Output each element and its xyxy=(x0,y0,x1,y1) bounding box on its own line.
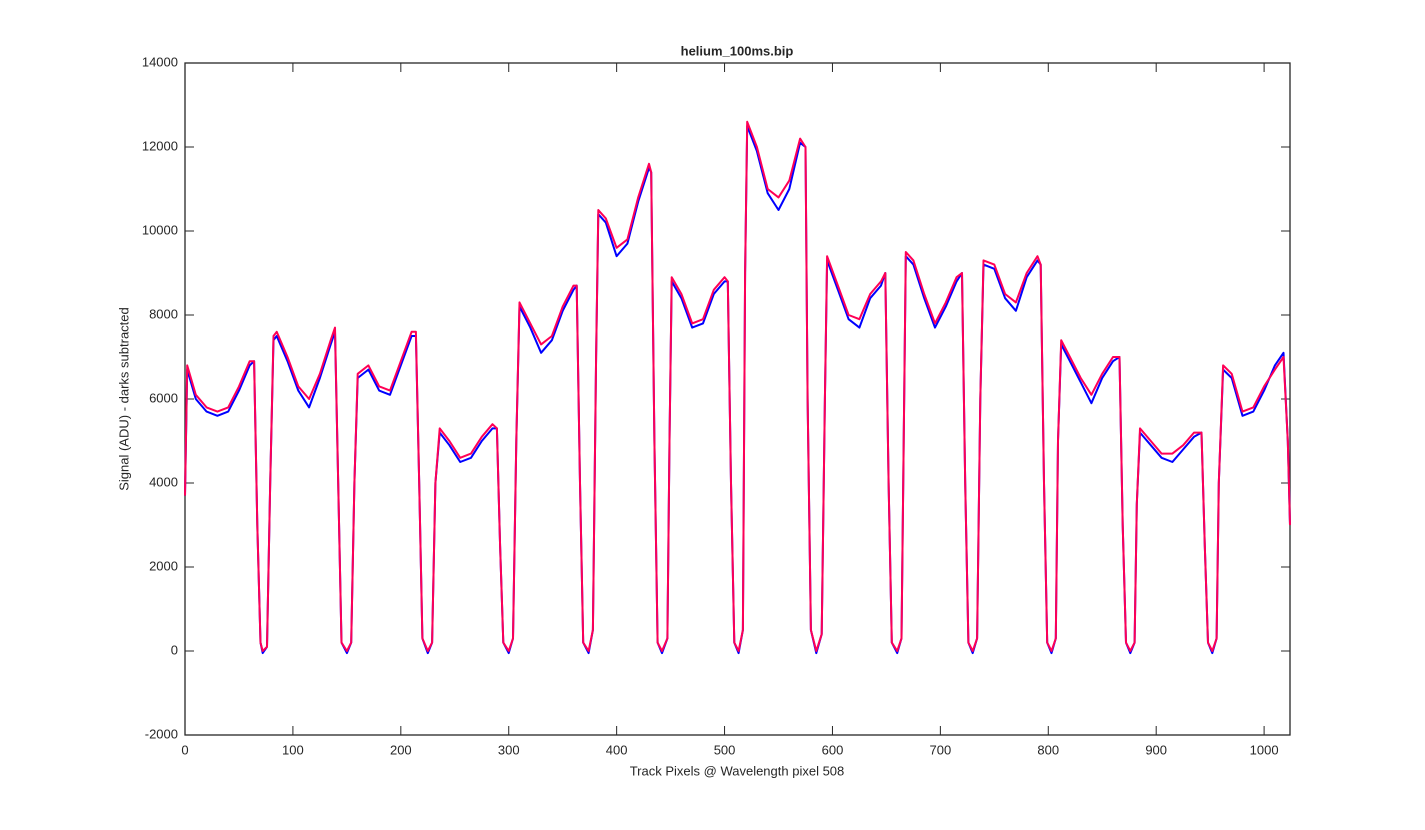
x-axis-label: Track Pixels @ Wavelength pixel 508 xyxy=(630,763,845,778)
x-tick-label: 1000 xyxy=(1250,742,1279,757)
x-tick-label: 700 xyxy=(930,742,952,757)
data-line xyxy=(184,120,1291,652)
x-tick-label: 100 xyxy=(282,742,304,757)
x-tick-label: 900 xyxy=(1145,742,1167,757)
y-tick-label: 14000 xyxy=(142,54,178,69)
chart-title: helium_100ms.bip xyxy=(681,43,794,58)
x-tick-label: 0 xyxy=(181,742,188,757)
y-tick-label: 0 xyxy=(171,642,178,657)
y-tick-label: 2000 xyxy=(149,558,178,573)
y-tick-label: 6000 xyxy=(149,390,178,405)
x-tick-label: 600 xyxy=(822,742,844,757)
x-tick-label: 800 xyxy=(1037,742,1059,757)
x-tick-label: 300 xyxy=(498,742,520,757)
y-tick-label: 8000 xyxy=(149,306,178,321)
y-tick-label: 12000 xyxy=(142,138,178,153)
y-tick-label: 4000 xyxy=(149,474,178,489)
x-tick-label: 500 xyxy=(714,742,736,757)
y-tick-label: -2000 xyxy=(145,726,178,741)
y-axis-label: Signal (ADU) - darks subtracted xyxy=(116,307,131,491)
x-tick-label: 400 xyxy=(606,742,628,757)
y-tick-label: 10000 xyxy=(142,222,178,237)
x-tick-label: 200 xyxy=(390,742,412,757)
